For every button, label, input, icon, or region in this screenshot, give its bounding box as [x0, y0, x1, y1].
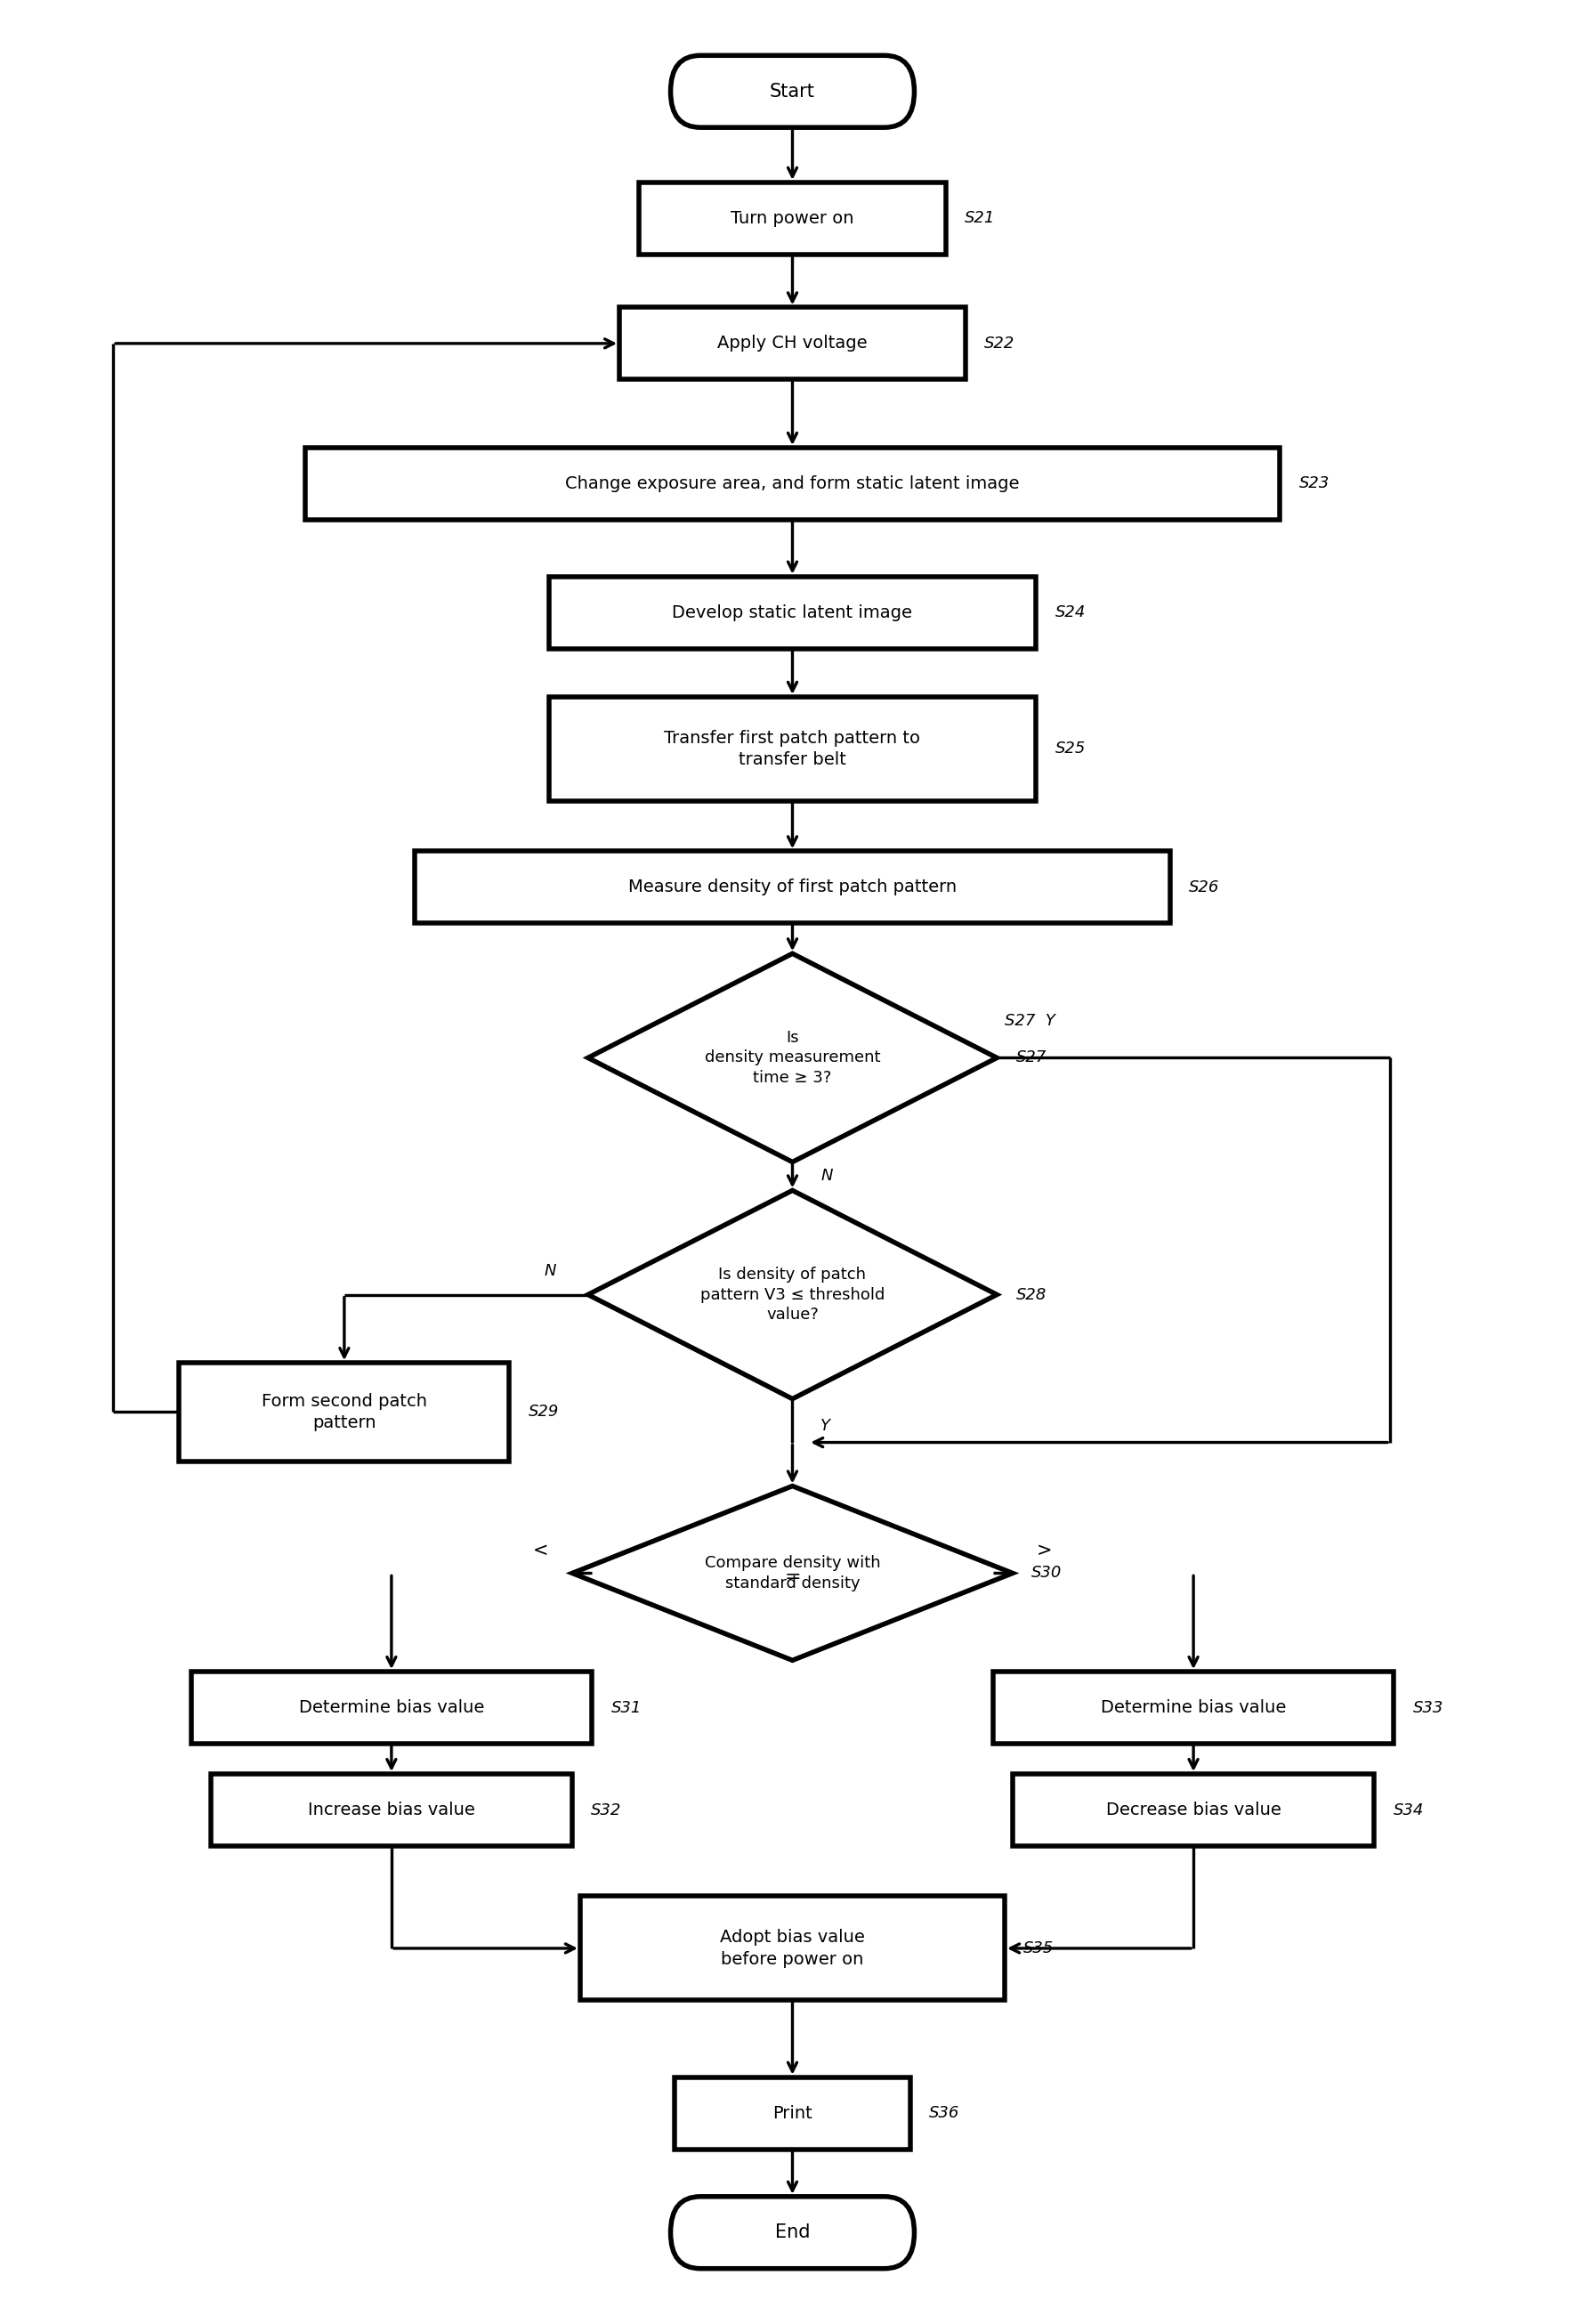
Text: S34: S34	[1392, 1801, 1422, 1817]
Text: S26: S26	[1188, 878, 1218, 895]
Text: S29: S29	[527, 1404, 559, 1420]
Text: S31: S31	[610, 1699, 642, 1715]
Text: N: N	[821, 1169, 832, 1185]
Text: S30: S30	[1031, 1564, 1061, 1580]
Text: Apply CH voltage: Apply CH voltage	[718, 335, 866, 351]
Text: S27  Y: S27 Y	[1004, 1013, 1055, 1030]
Text: S27: S27	[1015, 1050, 1045, 1067]
Bar	[675, 2078, 909, 2150]
FancyBboxPatch shape	[670, 2196, 914, 2268]
Text: Adopt bias value
before power on: Adopt bias value before power on	[719, 1929, 865, 1968]
Text: N: N	[545, 1264, 556, 1281]
Text: <: <	[532, 1541, 548, 1559]
Text: Turn power on: Turn power on	[730, 209, 854, 228]
Polygon shape	[588, 1190, 996, 1399]
Text: S23: S23	[1297, 476, 1329, 493]
Text: Develop static latent image: Develop static latent image	[672, 604, 912, 621]
Polygon shape	[588, 953, 996, 1162]
Bar	[179, 1362, 508, 1462]
Text: Change exposure area, and form static latent image: Change exposure area, and form static la…	[565, 474, 1019, 493]
Text: Determine bias value: Determine bias value	[298, 1699, 483, 1715]
Bar	[1012, 1773, 1373, 1845]
Text: S24: S24	[1055, 604, 1085, 621]
Text: Y: Y	[821, 1418, 830, 1434]
Bar	[211, 1773, 572, 1845]
Text: =: =	[784, 1569, 800, 1585]
Text: Increase bias value: Increase bias value	[307, 1801, 475, 1817]
Text: Decrease bias value: Decrease bias value	[1106, 1801, 1280, 1817]
Bar	[190, 1671, 591, 1743]
Text: >: >	[1036, 1541, 1052, 1559]
Polygon shape	[572, 1485, 1012, 1659]
Text: Is
density measurement
time ≥ 3?: Is density measurement time ≥ 3?	[705, 1030, 879, 1085]
Text: Determine bias value: Determine bias value	[1101, 1699, 1286, 1715]
Text: S33: S33	[1411, 1699, 1443, 1715]
Text: Print: Print	[771, 2106, 813, 2122]
Bar	[580, 1896, 1004, 2001]
Text: End: End	[775, 2224, 809, 2240]
Bar	[993, 1671, 1394, 1743]
Bar	[619, 307, 965, 379]
Text: S21: S21	[965, 211, 995, 225]
Bar	[548, 697, 1036, 802]
Text: Transfer first patch pattern to
transfer belt: Transfer first patch pattern to transfer…	[664, 730, 920, 769]
Text: S32: S32	[591, 1801, 621, 1817]
Text: S25: S25	[1055, 741, 1085, 758]
Bar	[304, 449, 1280, 521]
FancyBboxPatch shape	[670, 56, 914, 128]
Text: S35: S35	[1023, 1941, 1053, 1957]
Text: Form second patch
pattern: Form second patch pattern	[261, 1392, 426, 1432]
Text: S22: S22	[984, 335, 1014, 351]
Text: Compare density with
standard density: Compare density with standard density	[705, 1555, 879, 1592]
Text: Is density of patch
pattern V3 ≤ threshold
value?: Is density of patch pattern V3 ≤ thresho…	[700, 1267, 884, 1322]
Bar	[638, 181, 946, 253]
Bar	[415, 851, 1169, 923]
Bar	[548, 576, 1036, 648]
Text: Start: Start	[770, 84, 814, 100]
Text: Measure density of first patch pattern: Measure density of first patch pattern	[627, 878, 957, 895]
Text: S28: S28	[1015, 1287, 1045, 1304]
Text: S36: S36	[928, 2106, 960, 2122]
